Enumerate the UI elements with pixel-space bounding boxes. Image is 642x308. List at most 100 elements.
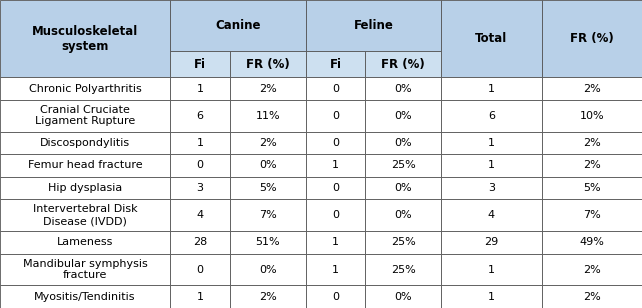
Text: 25%: 25%: [391, 160, 415, 170]
Text: 4: 4: [196, 210, 204, 220]
Text: Fi: Fi: [194, 58, 206, 71]
Text: 7%: 7%: [584, 210, 601, 220]
Bar: [542, 177, 642, 199]
Bar: [230, 254, 306, 286]
Bar: [170, 254, 230, 286]
Bar: [365, 154, 441, 177]
Text: 25%: 25%: [391, 237, 415, 247]
Bar: [230, 132, 306, 154]
Bar: [0, 100, 170, 132]
Text: 29: 29: [484, 237, 499, 247]
Text: 5%: 5%: [584, 183, 601, 193]
Bar: [230, 51, 306, 77]
Text: 49%: 49%: [580, 237, 605, 247]
Bar: [306, 100, 365, 132]
Bar: [441, 199, 542, 231]
Bar: [306, 77, 365, 100]
Bar: [0, 132, 170, 154]
Text: 1: 1: [488, 138, 495, 148]
Text: 2%: 2%: [584, 265, 601, 274]
Bar: [441, 154, 542, 177]
Text: 51%: 51%: [256, 237, 280, 247]
Text: Femur head fracture: Femur head fracture: [28, 160, 143, 170]
Text: 0%: 0%: [394, 292, 412, 302]
Bar: [365, 231, 441, 254]
Bar: [170, 51, 230, 77]
Bar: [0, 254, 170, 286]
Text: Musculoskeletal
system: Musculoskeletal system: [32, 25, 138, 53]
Text: 0%: 0%: [259, 160, 277, 170]
Text: 0: 0: [332, 138, 339, 148]
Text: 2%: 2%: [584, 83, 601, 94]
Bar: [365, 77, 441, 100]
Text: Fi: Fi: [329, 58, 342, 71]
Bar: [365, 286, 441, 308]
Bar: [441, 286, 542, 308]
Text: 1: 1: [196, 83, 204, 94]
Bar: [542, 286, 642, 308]
Bar: [0, 154, 170, 177]
Text: 0%: 0%: [394, 183, 412, 193]
Text: 1: 1: [332, 160, 339, 170]
Bar: [170, 100, 230, 132]
Bar: [306, 199, 365, 231]
Text: FR (%): FR (%): [570, 32, 614, 45]
Text: 0%: 0%: [394, 111, 412, 121]
Text: 1: 1: [488, 265, 495, 274]
Text: 5%: 5%: [259, 183, 277, 193]
Bar: [542, 77, 642, 100]
Text: 0: 0: [332, 183, 339, 193]
Bar: [230, 77, 306, 100]
Bar: [0, 286, 170, 308]
Text: Intervertebral Disk
Disease (IVDD): Intervertebral Disk Disease (IVDD): [33, 205, 137, 226]
Text: 6: 6: [488, 111, 495, 121]
Bar: [170, 154, 230, 177]
Text: 1: 1: [332, 265, 339, 274]
Bar: [170, 132, 230, 154]
Text: 0%: 0%: [394, 138, 412, 148]
Bar: [441, 132, 542, 154]
Bar: [230, 154, 306, 177]
Bar: [542, 231, 642, 254]
Bar: [365, 51, 441, 77]
Bar: [542, 154, 642, 177]
Text: 2%: 2%: [584, 138, 601, 148]
Text: 4: 4: [488, 210, 495, 220]
Text: 0: 0: [332, 210, 339, 220]
Text: 2%: 2%: [259, 292, 277, 302]
Bar: [365, 132, 441, 154]
Bar: [542, 199, 642, 231]
Text: 10%: 10%: [580, 111, 605, 121]
Bar: [306, 286, 365, 308]
Text: 3: 3: [196, 183, 204, 193]
Text: 0%: 0%: [394, 83, 412, 94]
Text: FR (%): FR (%): [246, 58, 290, 71]
Bar: [441, 77, 542, 100]
Bar: [542, 254, 642, 286]
Text: 0: 0: [332, 111, 339, 121]
Bar: [306, 0, 441, 51]
Text: 1: 1: [332, 237, 339, 247]
Text: 0%: 0%: [394, 210, 412, 220]
Bar: [306, 132, 365, 154]
Bar: [230, 231, 306, 254]
Text: 1: 1: [488, 292, 495, 302]
Text: Lameness: Lameness: [57, 237, 113, 247]
Text: Canine: Canine: [215, 19, 261, 32]
Bar: [306, 177, 365, 199]
Bar: [365, 177, 441, 199]
Text: 1: 1: [196, 292, 204, 302]
Text: 3: 3: [488, 183, 495, 193]
Text: 2%: 2%: [259, 138, 277, 148]
Text: 2%: 2%: [584, 160, 601, 170]
Bar: [230, 199, 306, 231]
Bar: [365, 199, 441, 231]
Text: 0: 0: [332, 292, 339, 302]
Text: Myositis/Tendinitis: Myositis/Tendinitis: [34, 292, 136, 302]
Text: 1: 1: [196, 138, 204, 148]
Bar: [542, 132, 642, 154]
Bar: [542, 100, 642, 132]
Text: Discospondylitis: Discospondylitis: [40, 138, 130, 148]
Bar: [0, 231, 170, 254]
Text: Mandibular symphysis
fracture: Mandibular symphysis fracture: [22, 259, 148, 280]
